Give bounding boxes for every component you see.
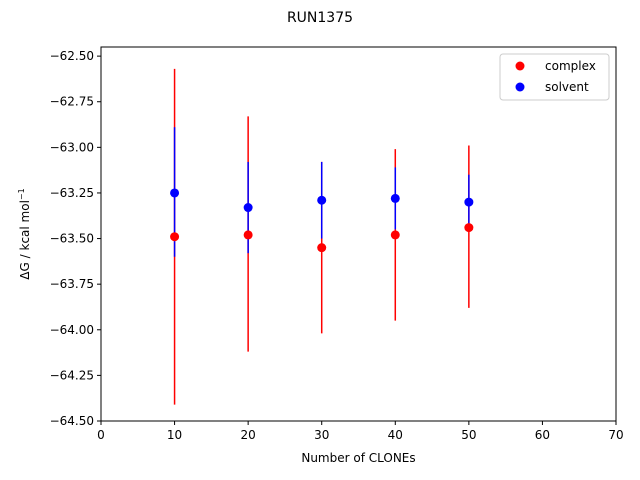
data-point-solvent <box>317 195 327 205</box>
data-point-solvent <box>390 193 400 203</box>
legend-box <box>499 53 610 101</box>
x-tick-label: 10 <box>167 428 182 442</box>
x-tick-label: 30 <box>314 428 329 442</box>
x-tick-label: 60 <box>535 428 550 442</box>
data-point-solvent <box>243 203 253 213</box>
y-axis: −62.50 −62.75 −63.00 −63.25 −63.50 −63.75 −64.… <box>50 49 101 428</box>
y-axis-label-main: ΔG / kcal mol <box>18 200 32 280</box>
data-point-solvent <box>464 197 474 207</box>
y-axis-label: ΔG / kcal mol−1 <box>17 188 32 279</box>
y-tick-label: −64.50 <box>50 414 94 428</box>
y-tick-label: −63.00 <box>50 140 94 154</box>
legend: complex solvent <box>499 53 610 101</box>
data-point-complex <box>317 243 327 253</box>
data-point-complex <box>464 223 474 233</box>
y-axis-label-superscript: −1 <box>17 188 26 200</box>
data-point-complex <box>243 230 253 240</box>
y-tick-label: −63.50 <box>50 232 94 246</box>
legend-label-complex: complex <box>545 59 596 73</box>
x-tick-label: 70 <box>608 428 623 442</box>
x-tick-label: 0 <box>97 428 105 442</box>
data-point-complex <box>390 230 400 240</box>
y-tick-label: −62.50 <box>50 49 94 63</box>
legend-label-solvent: solvent <box>545 80 589 94</box>
data-point-complex <box>170 232 180 242</box>
y-tick-label: −63.75 <box>50 277 94 291</box>
legend-marker-complex <box>515 61 525 71</box>
plot-marks <box>170 68 474 405</box>
x-tick-label: 20 <box>241 428 256 442</box>
x-axis: 0 10 20 30 40 50 60 70 <box>97 421 624 442</box>
plot-frame <box>100 46 617 422</box>
x-tick-label: 50 <box>461 428 476 442</box>
x-tick-label: 40 <box>388 428 403 442</box>
y-tick-label: −62.75 <box>50 95 94 109</box>
y-tick-label: −64.25 <box>50 368 94 382</box>
x-axis-label: Number of CLONEs <box>301 451 415 465</box>
legend-marker-solvent <box>515 82 525 92</box>
y-tick-label: −63.25 <box>50 186 94 200</box>
data-point-solvent <box>170 188 180 198</box>
chart-title: RUN1375 <box>287 10 353 26</box>
y-tick-label: −64.00 <box>50 323 94 337</box>
